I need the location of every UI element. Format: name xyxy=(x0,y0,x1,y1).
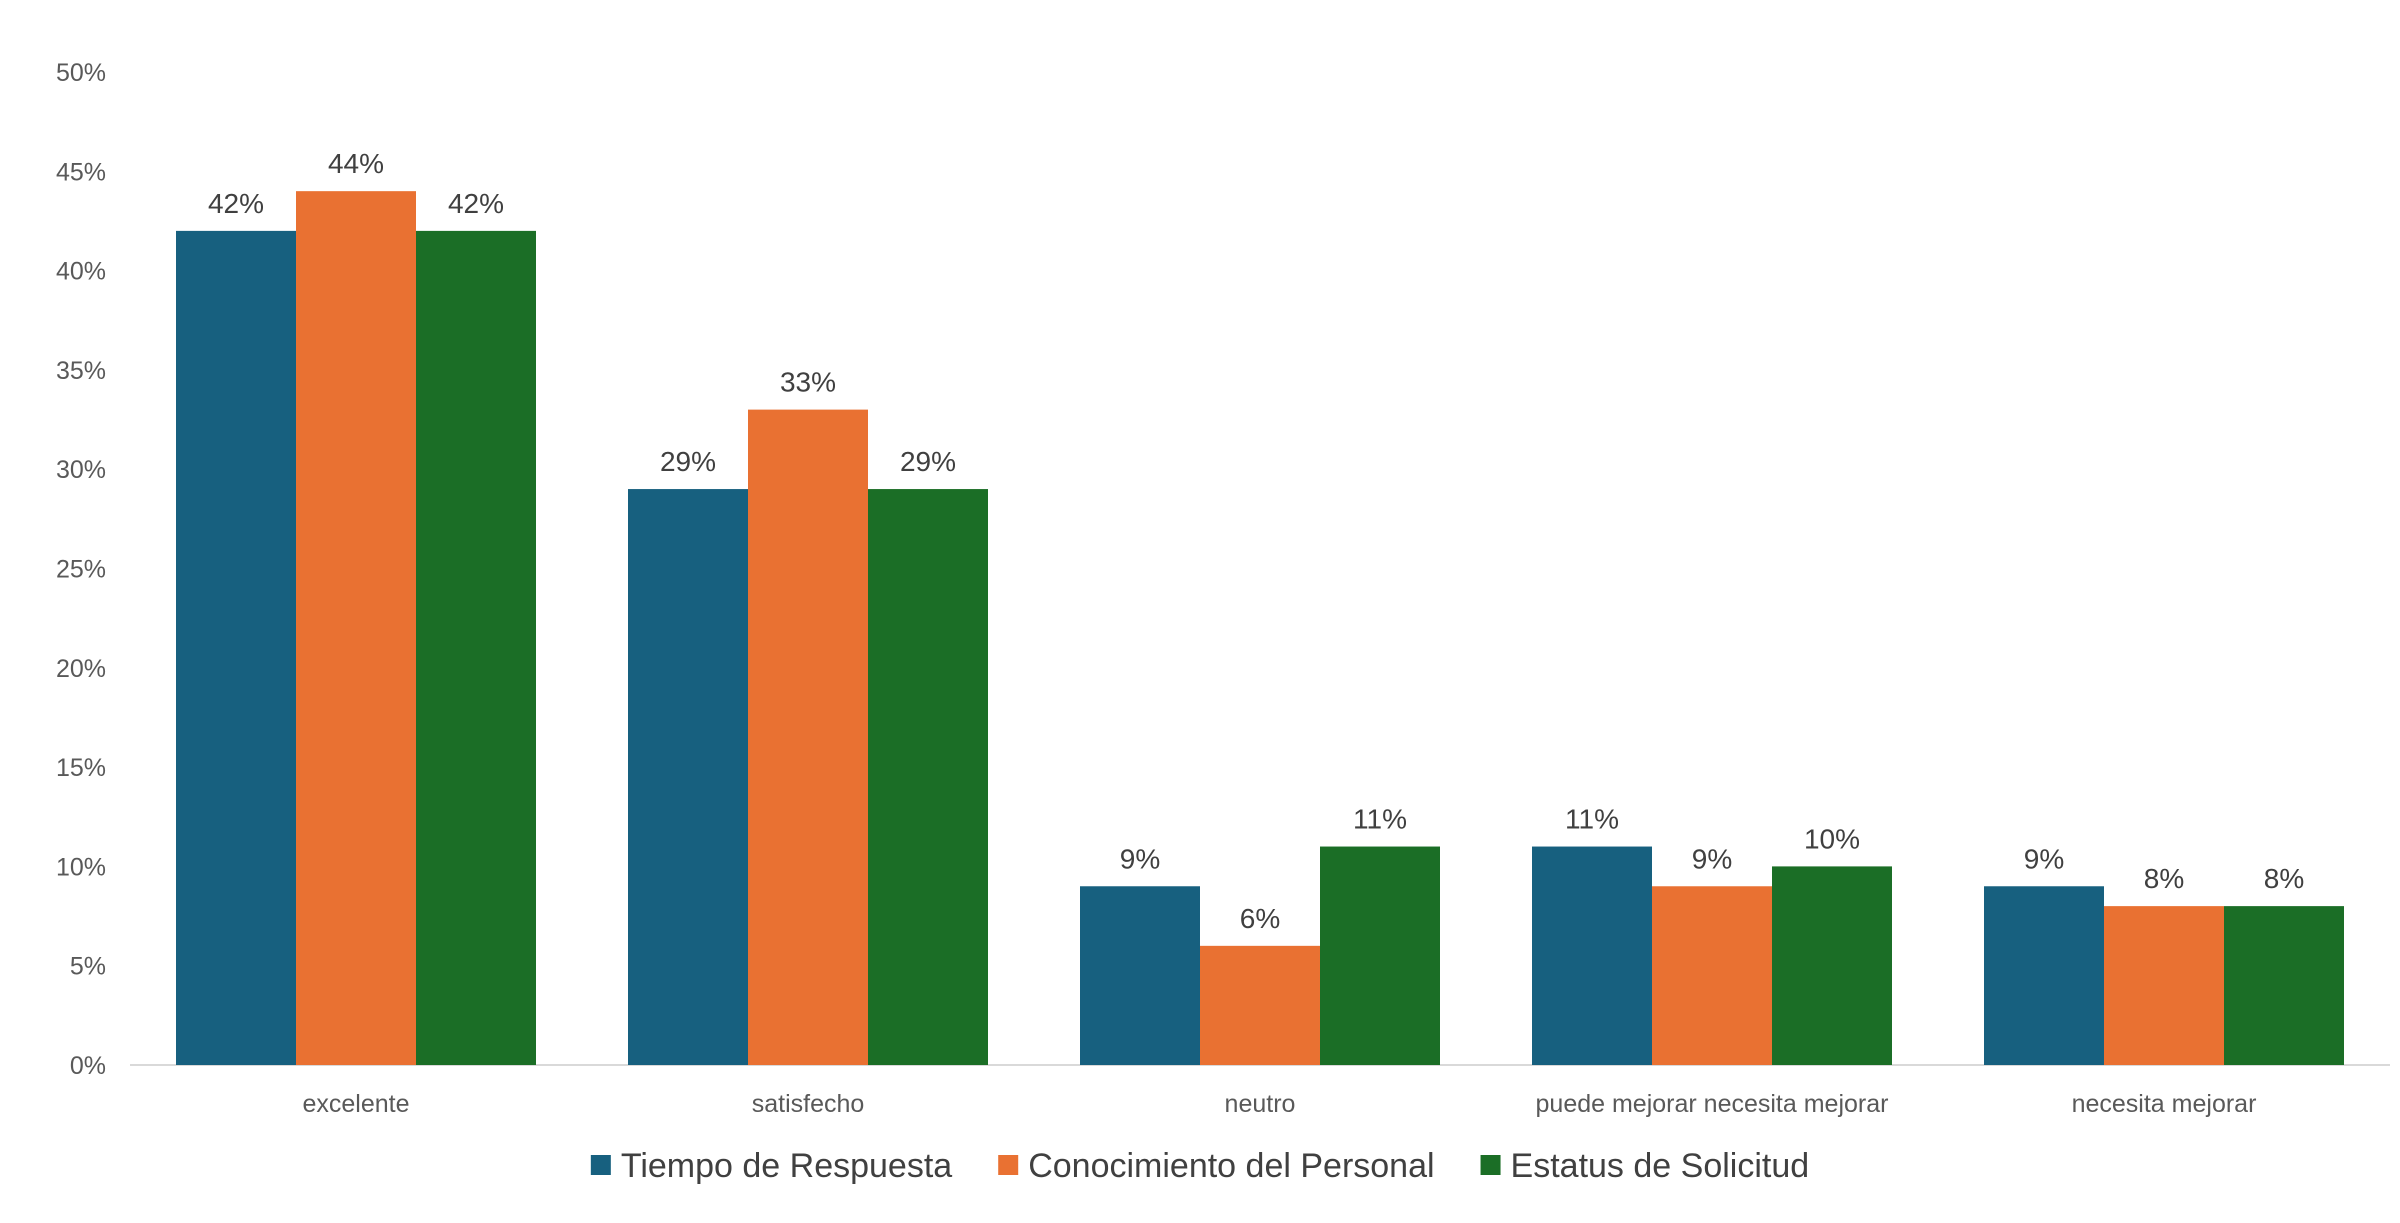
bar xyxy=(2224,906,2344,1065)
y-tick-label: 35% xyxy=(56,357,106,385)
x-category-label: satisfecho xyxy=(752,1090,865,1118)
y-tick-label: 15% xyxy=(56,754,106,782)
data-label: 44% xyxy=(328,148,384,179)
bar xyxy=(176,230,296,1065)
data-label: 29% xyxy=(660,446,716,477)
data-label: 8% xyxy=(2264,863,2304,894)
legend-label: Conocimiento del Personal xyxy=(1028,1147,1434,1185)
bar xyxy=(748,409,868,1065)
y-tick-label: 5% xyxy=(70,953,106,981)
data-label: 9% xyxy=(1692,843,1732,874)
legend-swatch xyxy=(1480,1155,1501,1175)
x-axis: excelente satisfecho neutro puede mejorar n… xyxy=(302,1090,2256,1118)
bars: 42% 44% 42% 29% 33% 29% 9% 6% 11% 11% 9% 10% 9% 8% 8% xyxy=(176,148,2344,1065)
data-label: 29% xyxy=(900,446,956,477)
x-category-label: neutro xyxy=(1225,1090,1296,1118)
y-tick-label: 25% xyxy=(56,556,106,584)
data-label: 42% xyxy=(448,188,504,219)
data-label: 33% xyxy=(780,367,836,398)
x-category-label: necesita mejorar xyxy=(2072,1090,2257,1118)
data-label: 11% xyxy=(1353,804,1407,835)
bar xyxy=(868,489,988,1065)
bar xyxy=(1532,846,1652,1065)
legend-swatch xyxy=(590,1155,611,1175)
bar xyxy=(1984,886,2104,1065)
y-tick-label: 30% xyxy=(56,456,106,484)
bar xyxy=(296,191,416,1065)
y-axis: 0% 5% 10% 15% 20% 25% 30% 35% 40% 45% 50% xyxy=(56,59,106,1080)
legend-swatch xyxy=(998,1155,1019,1175)
bar xyxy=(628,489,748,1065)
data-label: 42% xyxy=(208,188,264,219)
data-label: 11% xyxy=(1565,804,1619,835)
bar xyxy=(2104,906,2224,1065)
data-label: 9% xyxy=(2024,843,2064,874)
x-category-label: excelente xyxy=(302,1090,409,1118)
data-label: 6% xyxy=(1240,903,1280,934)
x-category-label: puede mejorar necesita mejorar xyxy=(1536,1090,1889,1118)
legend-label: Tiempo de Respuesta xyxy=(621,1147,952,1185)
y-tick-label: 40% xyxy=(56,258,106,286)
bar xyxy=(416,230,536,1065)
y-tick-label: 0% xyxy=(70,1052,106,1080)
y-tick-label: 50% xyxy=(56,59,106,87)
y-tick-label: 10% xyxy=(56,853,106,881)
data-label: 8% xyxy=(2144,863,2184,894)
y-tick-label: 20% xyxy=(56,655,106,683)
bar xyxy=(1772,866,1892,1065)
bar xyxy=(1080,886,1200,1065)
data-label: 9% xyxy=(1120,843,1160,874)
data-label: 10% xyxy=(1804,823,1860,854)
bar xyxy=(1200,945,1320,1065)
bar xyxy=(1652,886,1772,1065)
legend-label: Estatus de Solicitud xyxy=(1511,1147,1810,1185)
bar xyxy=(1320,846,1440,1065)
legend: Tiempo de Respuesta Conocimiento del Pers… xyxy=(590,1147,1810,1185)
y-tick-label: 45% xyxy=(56,158,106,186)
